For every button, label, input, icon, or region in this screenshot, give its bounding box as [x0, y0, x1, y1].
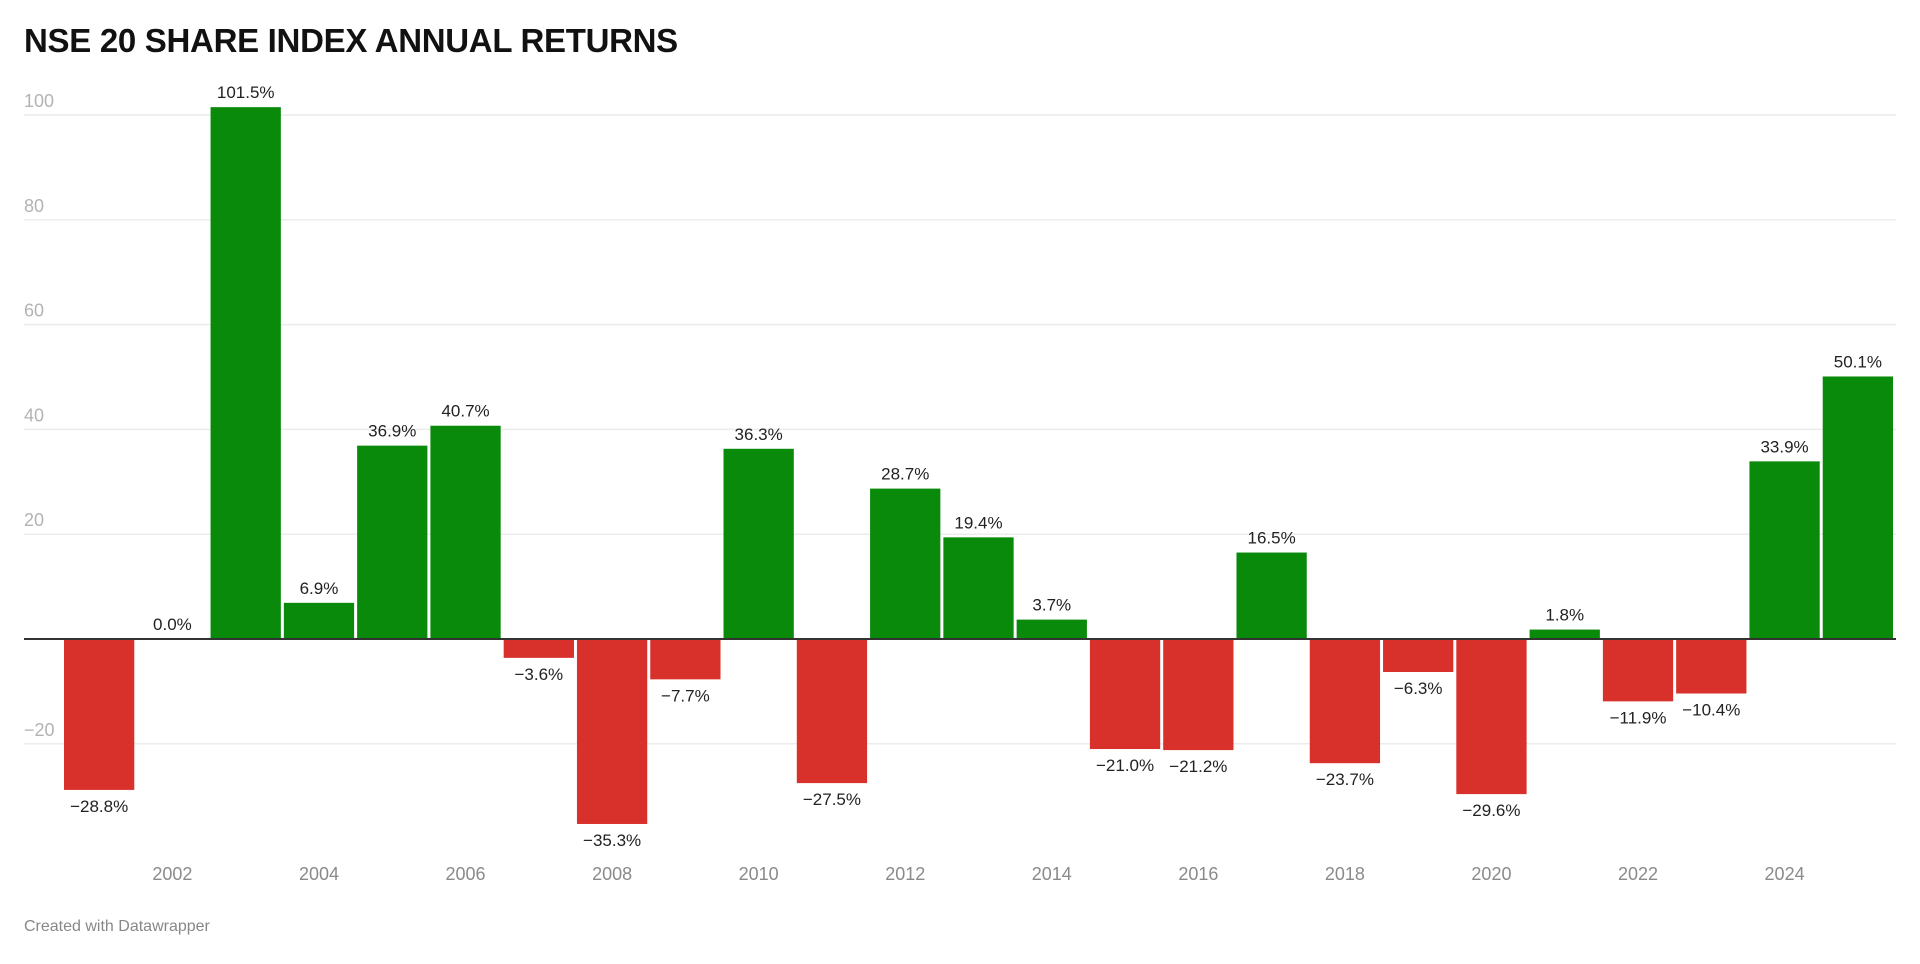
bar-2004	[283, 602, 355, 639]
x-tick-label-2012: 2012	[885, 864, 925, 884]
footer-credit: Created with Datawrapper	[24, 918, 210, 935]
bar-2001	[64, 639, 135, 790]
bar-2017	[1236, 552, 1307, 639]
y-tick-label-40: 40	[24, 405, 44, 425]
x-tick-label-2008: 2008	[592, 864, 632, 884]
data-label-2006: 40.7%	[441, 402, 489, 421]
data-label-2011: −27.5%	[803, 790, 861, 809]
bar-2009	[650, 639, 721, 680]
bars	[64, 107, 1893, 824]
data-label-2023: −10.4%	[1682, 700, 1740, 719]
bar-2021	[1529, 629, 1600, 639]
bar-2012	[870, 488, 941, 639]
x-axis-ticks: 2002 2004 2006 2008 2010 2012 2014 2016 2018 2020…	[152, 864, 1804, 884]
x-tick-label-2010: 2010	[739, 864, 779, 884]
x-tick-label-2022: 2022	[1618, 864, 1658, 884]
data-label-2002: 0.0%	[153, 615, 192, 634]
gridlines	[24, 114, 1896, 745]
bar-2014	[1016, 619, 1087, 639]
x-tick-label-2004: 2004	[299, 864, 339, 884]
data-label-2018: −23.7%	[1316, 770, 1374, 789]
x-tick-label-2024: 2024	[1765, 864, 1805, 884]
data-label-2004: 6.9%	[300, 579, 339, 598]
data-label-2013: 19.4%	[954, 513, 1002, 532]
data-label-2009: −7.7%	[661, 686, 710, 705]
data-label-2007: −3.6%	[514, 665, 563, 684]
bar-2016	[1163, 639, 1234, 751]
data-label-2021: 1.8%	[1545, 606, 1584, 625]
data-label-2022: −11.9%	[1610, 708, 1667, 727]
bar-2005	[357, 445, 428, 639]
bar-2025	[1822, 376, 1893, 639]
data-label-2015: −21.0%	[1096, 756, 1154, 775]
data-label-2019: −6.3%	[1394, 679, 1443, 698]
bar-2008	[576, 639, 648, 824]
y-axis-ticks: −20 20 40 60 80 100	[24, 91, 55, 740]
y-tick-label-60: 60	[24, 301, 44, 321]
data-label-2017: 16.5%	[1248, 529, 1296, 548]
y-tick-label-100: 100	[24, 91, 54, 111]
data-label-2001: −28.8%	[70, 797, 128, 816]
x-tick-label-2006: 2006	[446, 864, 486, 884]
y-tick-label-20: 20	[24, 510, 44, 530]
data-label-2020: −29.6%	[1462, 801, 1520, 820]
y-tick-label-80: 80	[24, 196, 44, 216]
data-label-2016: −21.2%	[1169, 757, 1227, 776]
bar-2010	[723, 448, 794, 639]
bar-chart: −20 20 40 60 80 100 −28.8% 0.0% 101.5% 6.9% 36.9%…	[24, 83, 1896, 884]
bar-2011	[796, 639, 868, 784]
x-tick-label-2002: 2002	[152, 864, 192, 884]
data-label-2025: 50.1%	[1834, 352, 1882, 371]
bar-2020	[1456, 639, 1527, 795]
bar-2022	[1602, 639, 1674, 702]
bar-2019	[1383, 639, 1454, 673]
x-tick-label-2020: 2020	[1471, 864, 1511, 884]
x-tick-label-2018: 2018	[1325, 864, 1365, 884]
data-label-2008: −35.3%	[583, 831, 641, 850]
bar-2003	[210, 107, 281, 639]
bar-2007	[503, 639, 574, 658]
data-label-2014: 3.7%	[1032, 596, 1071, 615]
data-label-2012: 28.7%	[881, 465, 929, 484]
data-labels: −28.8% 0.0% 101.5% 6.9% 36.9% 40.7% −3.6% −35.3…	[70, 83, 1882, 850]
data-label-2003: 101.5%	[217, 83, 275, 102]
data-label-2010: 36.3%	[735, 425, 783, 444]
bar-2023	[1676, 639, 1747, 694]
x-tick-label-2014: 2014	[1032, 864, 1072, 884]
data-label-2024: 33.9%	[1760, 437, 1808, 456]
bar-2006	[430, 425, 501, 639]
y-tick-label--20: −20	[24, 720, 55, 740]
bar-2013	[943, 537, 1014, 639]
data-label-2005: 36.9%	[368, 422, 416, 441]
x-tick-label-2016: 2016	[1178, 864, 1218, 884]
bar-2024	[1749, 461, 1820, 639]
bar-2018	[1309, 639, 1381, 764]
bar-2015	[1089, 639, 1161, 750]
chart-title: NSE 20 SHARE INDEX ANNUAL RETURNS	[24, 22, 678, 59]
